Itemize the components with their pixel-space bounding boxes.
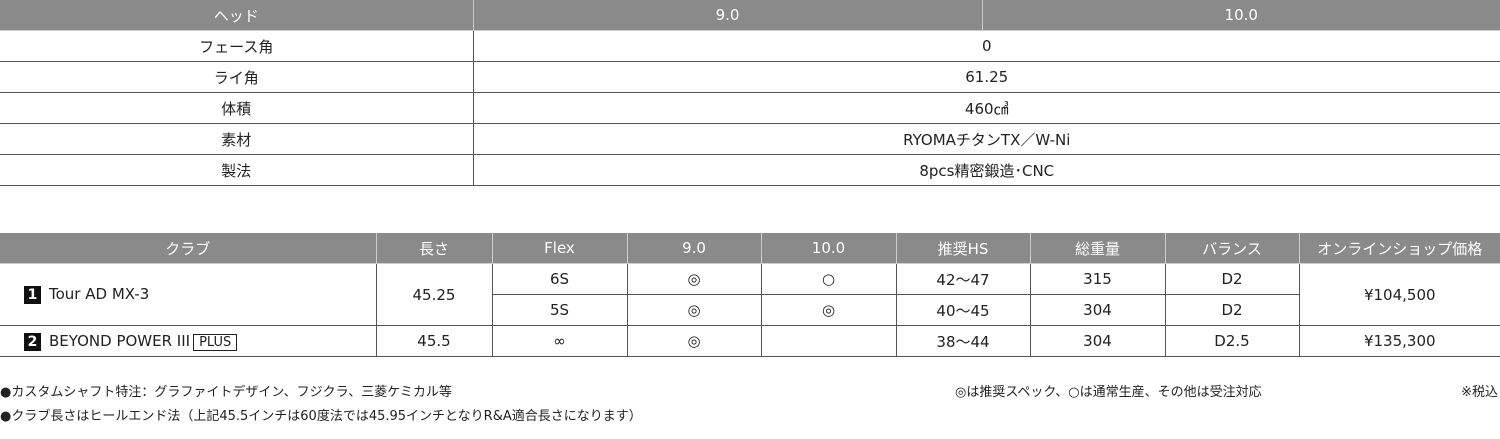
flex: 5S [492,294,628,326]
flex: ∞ [491,325,628,357]
length: 45.5 [375,325,493,357]
spec-row: 体積 460㎤ [0,92,1500,124]
price: ¥104,500 [1298,263,1500,326]
header-price: オンラインショップ価格 [1298,233,1500,264]
club-name-cell: 2 BEYOND POWER III PLUS [0,325,377,357]
spec-label: 体積 [0,92,474,124]
header-loft-9: 9.0 [626,233,762,264]
total-weight: 304 [1029,294,1166,326]
balance: D2 [1164,263,1300,295]
balance: D2 [1164,294,1299,326]
table-row: 2 BEYOND POWER III PLUS 45.5 ∞ ◎ 38〜44 304… [0,325,1500,357]
head-speed: 42〜47 [895,263,1031,295]
price: ¥135,300 [1298,325,1500,357]
header-balance: バランス [1164,233,1300,264]
head-speed: 40〜45 [895,294,1031,326]
spec-value: 460㎤ [473,92,1500,124]
number-badge: 1 [24,286,41,304]
header-hs: 推奨HS [895,233,1031,264]
header-club: クラブ [0,233,377,264]
spec-value: RYOMAチタンTX／W-Ni [473,123,1500,155]
flex: 6S [491,263,628,295]
spec-label: 素材 [0,123,474,155]
total-weight: 304 [1029,325,1166,357]
loft-10-mark: ◎ [760,294,897,326]
loft-9-mark: ◎ [626,263,762,295]
shaft-header-row: クラブ 長さ Flex 9.0 10.0 推奨HS 総重量 バランス オンライン… [0,233,1500,264]
loft-10-mark [760,325,897,357]
note-tax-included: ※税込 [1461,385,1498,400]
loft-9-mark: ◎ [626,325,762,357]
spec-label: 製法 [0,154,474,186]
total-weight: 315 [1029,263,1166,295]
spec-value: 61.25 [473,61,1500,93]
number-badge: 2 [24,332,41,351]
spec-label: フェース角 [0,30,474,62]
spec-row: フェース角 0 [0,30,1500,62]
club-name-cell: 1 Tour AD MX-3 [0,263,377,326]
shaft-name: Tour AD MX-3 [49,285,150,303]
loft-10-mark: ○ [760,263,897,295]
spec-row: 素材 RYOMAチタンTX／W-Ni [0,123,1500,155]
spec-row: 製法 8pcs精密鍛造･CNC [0,154,1500,186]
header-head: ヘッド [0,0,474,31]
length: 45.25 [375,263,493,326]
head-speed: 38〜44 [895,325,1031,357]
spec-value: 8pcs精密鍛造･CNC [473,154,1500,186]
head-spec-table: ヘッド 9.0 10.0 フェース角 0 ライ角 61.25 体積 460㎤ 素材 RY… [0,0,1500,186]
plus-badge: PLUS [193,333,238,351]
header-loft-9: 9.0 [473,0,983,31]
shaft-spec-table: クラブ 長さ Flex 9.0 10.0 推奨HS 総重量 バランス オンライン… [0,233,1500,357]
note-legend: ◎は推奨スペック、○は通常生産、その他は受注対応 [955,385,1262,400]
spec-value: 0 [473,30,1500,62]
header-length: 長さ [375,233,493,264]
spec-label: ライ角 [0,61,474,93]
note-club-length: ●クラブ長さはヒールエンド法（上記45.5インチは60度法では45.95インチと… [0,409,642,424]
balance: D2.5 [1164,325,1300,357]
header-flex: Flex [491,233,628,264]
header-loft-10: 10.0 [982,0,1500,31]
spec-header-row: ヘッド 9.0 10.0 [0,0,1500,31]
spec-row: ライ角 61.25 [0,61,1500,93]
note-custom-shaft: ●カスタムシャフト特注：グラファイトデザイン、フジクラ、三菱ケミカル等 [0,385,452,400]
header-weight: 総重量 [1029,233,1166,264]
table-row: 1 Tour AD MX-3 45.25 6S ◎ ○ 42〜47 315 D2 … [0,263,1500,326]
loft-9-mark: ◎ [626,294,762,326]
shaft-name: BEYOND POWER III [49,331,191,350]
header-loft-10: 10.0 [760,233,897,264]
